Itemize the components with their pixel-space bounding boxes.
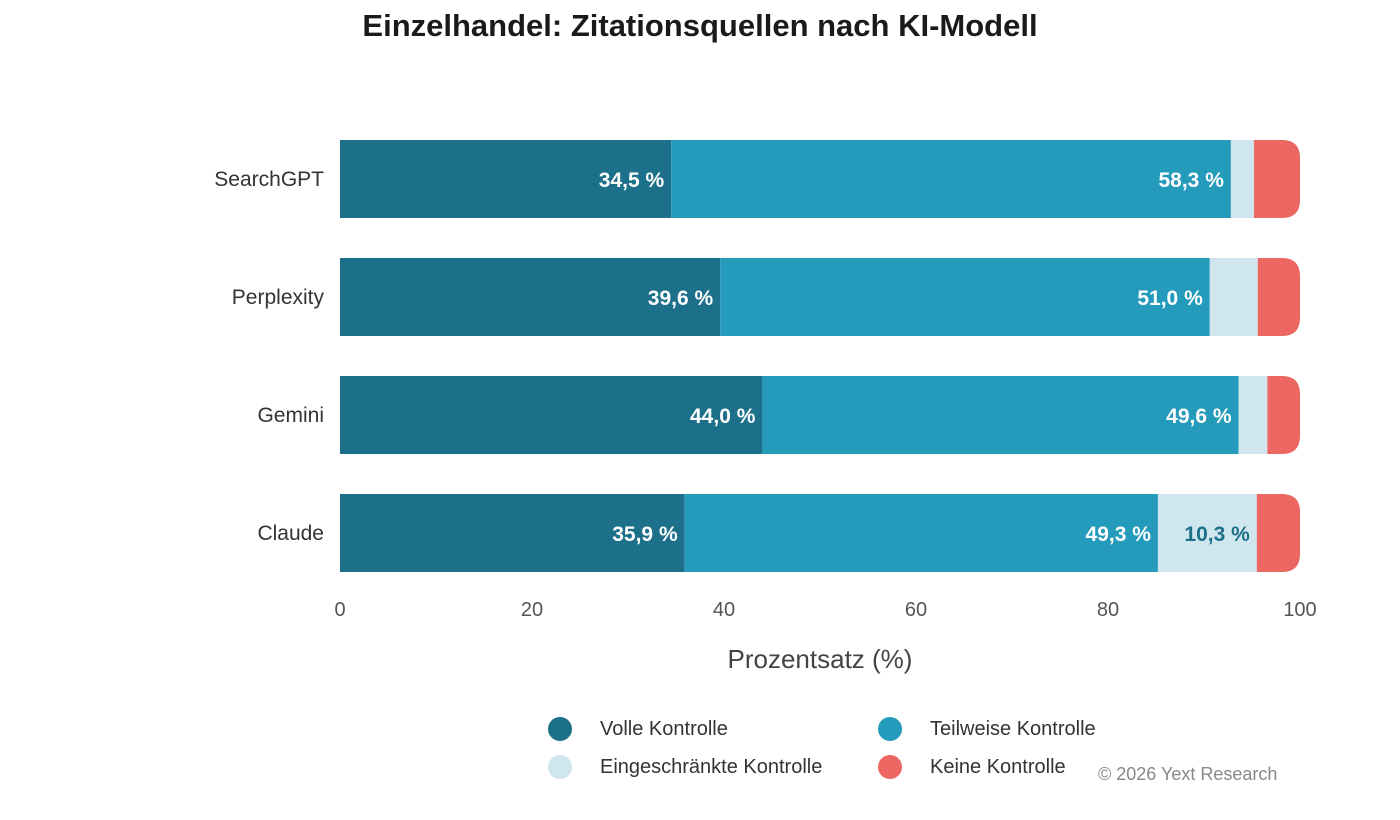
x-tick-label-0: 0 <box>334 599 345 621</box>
y-tick-label-searchgpt: SearchGPT <box>214 168 324 191</box>
legend-label-volle-kontrolle: Volle Kontrolle <box>600 717 728 740</box>
bar-perplexity-keine-kontrolle[interactable] <box>1257 258 1300 336</box>
bar-perplexity-volle-kontrolle[interactable] <box>340 258 721 336</box>
data-label-perplexity-teilweise-kontrolle: 51,0 % <box>1137 287 1203 310</box>
legend-item-volle-kontrolle[interactable]: Volle Kontrolle <box>548 717 728 741</box>
data-label-claude-teilweise-kontrolle: 49,3 % <box>1086 523 1152 546</box>
data-label-searchgpt-teilweise-kontrolle: 58,3 % <box>1158 169 1224 192</box>
bar-claude-keine-kontrolle[interactable] <box>1256 494 1300 572</box>
bar-searchgpt-keine-kontrolle[interactable] <box>1253 140 1300 218</box>
legend-marker-keine-kontrolle <box>878 755 902 779</box>
bar-claude-volle-kontrolle[interactable] <box>340 494 685 572</box>
legend-item-teilweise-kontrolle[interactable]: Teilweise Kontrolle <box>878 717 1096 741</box>
bar-gemini-volle-kontrolle[interactable] <box>340 376 763 454</box>
legend-marker-volle-kontrolle <box>548 717 572 741</box>
data-label-perplexity-volle-kontrolle: 39,6 % <box>648 287 714 310</box>
x-tick-label-40: 40 <box>713 599 735 621</box>
data-label-gemini-teilweise-kontrolle: 49,6 % <box>1166 405 1232 428</box>
legend-marker-eingeschraenkte-kontrolle <box>548 755 572 779</box>
legend-item-eingeschraenkte-kontrolle[interactable]: Eingeschränkte Kontrolle <box>548 755 822 779</box>
bar-searchgpt-teilweise-kontrolle[interactable] <box>671 140 1231 218</box>
y-tick-label-perplexity: Perplexity <box>232 286 325 309</box>
data-label-gemini-volle-kontrolle: 44,0 % <box>690 405 756 428</box>
data-label-claude-volle-kontrolle: 35,9 % <box>612 523 678 546</box>
y-tick-label-claude: Claude <box>257 522 324 545</box>
bar-gemini-eingeschraenkte-kontrolle[interactable] <box>1238 376 1268 454</box>
credit-text: © 2026 Yext Research <box>1098 764 1278 784</box>
chart-title: Einzelhandel: Zitationsquellen nach KI-M… <box>362 8 1038 43</box>
legend-label-keine-kontrolle: Keine Kontrolle <box>930 755 1066 778</box>
x-tick-label-20: 20 <box>521 599 543 621</box>
bar-searchgpt-volle-kontrolle[interactable] <box>340 140 672 218</box>
data-label-claude-eingeschraenkte-kontrolle: 10,3 % <box>1184 523 1250 546</box>
x-axis-label: Prozentsatz (%) <box>728 644 913 674</box>
data-label-searchgpt-volle-kontrolle: 34,5 % <box>599 169 665 192</box>
legend-label-eingeschraenkte-kontrolle: Eingeschränkte Kontrolle <box>600 755 823 778</box>
bar-perplexity-eingeschraenkte-kontrolle[interactable] <box>1209 258 1258 336</box>
legend-item-keine-kontrolle[interactable]: Keine Kontrolle <box>878 755 1066 779</box>
bar-gemini-teilweise-kontrolle[interactable] <box>762 376 1239 454</box>
bar-perplexity-teilweise-kontrolle[interactable] <box>720 258 1210 336</box>
legend-label-teilweise-kontrolle: Teilweise Kontrolle <box>930 717 1096 740</box>
x-tick-label-100: 100 <box>1283 599 1316 621</box>
legend-marker-teilweise-kontrolle <box>878 717 902 741</box>
y-tick-label-gemini: Gemini <box>257 404 324 427</box>
bar-gemini-keine-kontrolle[interactable] <box>1267 376 1300 454</box>
bar-claude-eingeschraenkte-kontrolle[interactable] <box>1157 494 1257 572</box>
bar-claude-teilweise-kontrolle[interactable] <box>684 494 1158 572</box>
x-tick-label-80: 80 <box>1097 599 1119 621</box>
x-tick-label-60: 60 <box>905 599 927 621</box>
bar-searchgpt-eingeschraenkte-kontrolle[interactable] <box>1230 140 1254 218</box>
